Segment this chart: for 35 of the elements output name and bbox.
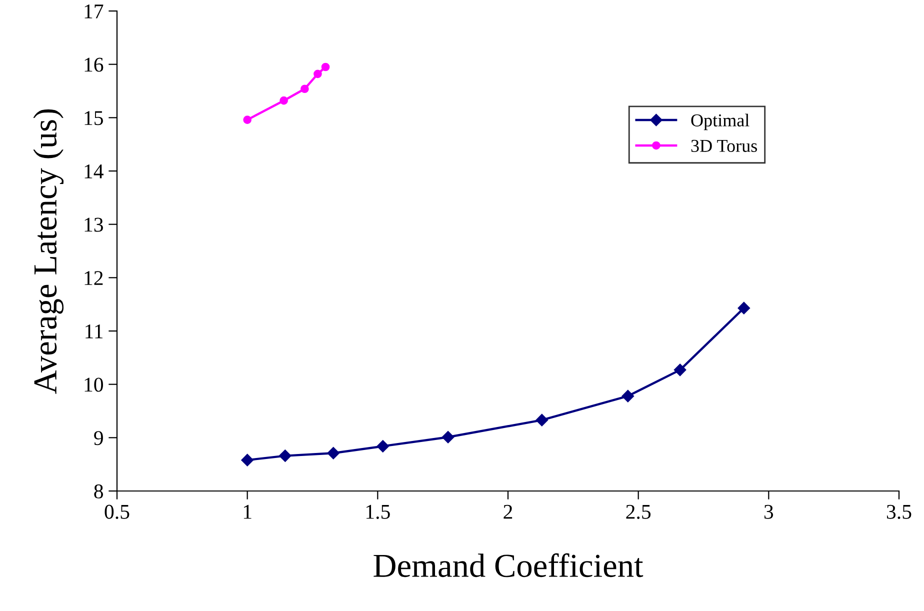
y-tick-label: 17 [84, 4, 104, 18]
y-axis-title: Average Latency (us) [33, 109, 64, 394]
y-tick-label: 16 [84, 58, 104, 72]
x-tick-label: 2.5 [626, 504, 651, 519]
point [321, 62, 330, 72]
y-tick-label: 12 [84, 271, 103, 285]
point [280, 96, 288, 105]
point [241, 454, 254, 466]
x-tick-label: 1.5 [366, 504, 390, 519]
y-tick-label: 14 [84, 164, 104, 178]
point [300, 84, 309, 94]
x-axis-title: Demand Coefficient [374, 553, 644, 578]
x-tick-label: 1 [244, 504, 252, 519]
point [442, 431, 454, 444]
point [279, 450, 292, 462]
point [327, 447, 340, 460]
x-tick-label: 2 [504, 504, 512, 519]
x-tick-label: 3.5 [886, 504, 912, 519]
point [243, 116, 252, 124]
y-tick-label: 8 [94, 484, 104, 498]
x-tick-label: 0.5 [104, 504, 130, 519]
legend-label: Optimal [691, 114, 750, 130]
point [674, 364, 686, 376]
point [314, 70, 322, 78]
y-tick-label: 13 [84, 218, 103, 232]
y-tick-label: 10 [84, 378, 104, 392]
y-tick-label: 9 [94, 431, 103, 446]
point [536, 414, 548, 426]
y-tick-label: 11 [86, 324, 103, 338]
point [622, 390, 634, 402]
y-tick-label: 15 [84, 111, 103, 126]
legend-label: 3D Torus [691, 140, 757, 152]
point [376, 440, 389, 452]
point [738, 302, 750, 314]
x-tick-label: 3 [764, 504, 774, 519]
